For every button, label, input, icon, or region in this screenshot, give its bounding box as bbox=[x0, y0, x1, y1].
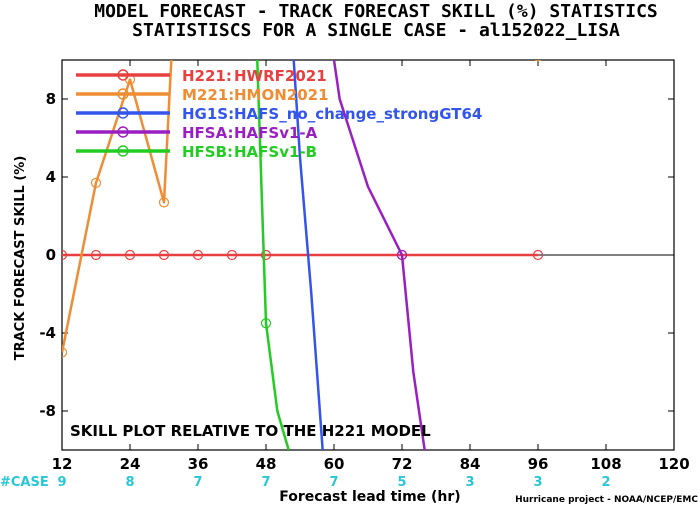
legend-label-hfsb: HAFSv1-B bbox=[234, 143, 317, 161]
x-tick-label: 48 bbox=[256, 455, 277, 473]
x-tick-label: 72 bbox=[392, 455, 413, 473]
y-axis: -8 -4 0 4 8 bbox=[39, 90, 674, 420]
data-point-m221 bbox=[158, 197, 170, 208]
legend-marker-hfsa bbox=[117, 126, 129, 138]
data-point-m221 bbox=[534, 60, 542, 62]
case-count: 3 bbox=[533, 475, 542, 490]
legend-name-h221: H221: bbox=[182, 67, 232, 85]
x-tick-label: 12 bbox=[52, 455, 73, 473]
data-point-m221 bbox=[90, 177, 102, 188]
legend-name-hg1s: HG1S: bbox=[182, 105, 234, 123]
case-count: 7 bbox=[329, 475, 338, 490]
data-point-m221 bbox=[62, 347, 68, 358]
legend-marker-h221 bbox=[117, 69, 129, 81]
data-point-h221 bbox=[90, 249, 102, 261]
legend-marker-hfsb bbox=[117, 145, 129, 157]
data-point-h221 bbox=[62, 249, 68, 261]
series-line-hg1s bbox=[292, 60, 324, 450]
y-tick-label: 4 bbox=[46, 168, 56, 186]
x-tick-label: 60 bbox=[324, 455, 345, 473]
data-point-h221 bbox=[124, 249, 136, 261]
data-point-h221 bbox=[260, 249, 272, 261]
case-count: 5 bbox=[397, 475, 406, 490]
case-count: 8 bbox=[125, 475, 134, 490]
case-count: 7 bbox=[261, 475, 270, 490]
data-point-hfsa bbox=[396, 249, 408, 261]
case-count: 3 bbox=[465, 475, 474, 490]
x-tick-label: 36 bbox=[188, 455, 209, 473]
y-tick-label: -8 bbox=[39, 402, 56, 420]
case-counts: 9 8 7 7 7 5 3 3 2 bbox=[57, 475, 610, 490]
series-line-hfsb bbox=[256, 60, 290, 450]
x-axis: 12 24 36 48 60 72 84 96 108 120 bbox=[52, 60, 690, 473]
x-axis-label: Forecast lead time (hr) bbox=[279, 489, 460, 505]
data-point-h221 bbox=[226, 249, 238, 261]
legend-label-hg1s: HAFS_no_change_strongGT64 bbox=[234, 105, 482, 123]
x-tick-label: 24 bbox=[120, 455, 141, 473]
legend-label-h221: HWRF2021 bbox=[234, 67, 327, 85]
y-axis-label: TRACK FORECAST SKILL (%) bbox=[13, 156, 28, 361]
x-tick-label: 108 bbox=[590, 455, 621, 473]
case-count: 2 bbox=[601, 475, 610, 490]
legend-marker-hg1s bbox=[117, 107, 129, 119]
case-label: #CASE bbox=[0, 475, 49, 490]
x-tick-label: 120 bbox=[658, 455, 689, 473]
legend-label-hfsa: HAFSv1-A bbox=[234, 124, 318, 142]
x-tick-label: 96 bbox=[528, 455, 549, 473]
legend-marker-m221 bbox=[117, 88, 129, 100]
legend-name-hfsb: HFSB: bbox=[182, 143, 233, 161]
legend-label-m221: HMON2021 bbox=[234, 86, 329, 104]
case-count: 7 bbox=[193, 475, 202, 490]
x-tick-label: 84 bbox=[460, 455, 481, 473]
data-point-hfsb bbox=[260, 318, 272, 329]
y-tick-label: 8 bbox=[46, 90, 56, 108]
chart-title: MODEL FORECAST - TRACK FORECAST SKILL (%… bbox=[94, 1, 658, 22]
series-layer bbox=[62, 60, 674, 450]
data-point-h221 bbox=[532, 249, 544, 261]
skill-annotation: SKILL PLOT RELATIVE TO THE H221 MODEL bbox=[70, 422, 431, 440]
y-tick-label: 0 bbox=[46, 246, 56, 264]
data-point-h221 bbox=[192, 249, 204, 261]
series-line-hfsa bbox=[332, 60, 426, 450]
credit-text: Hurricane project - NOAA/NCEP/EMC bbox=[515, 495, 698, 505]
data-point-h221 bbox=[158, 249, 170, 261]
case-count: 9 bbox=[57, 475, 66, 490]
y-tick-label: -4 bbox=[39, 324, 56, 342]
legend-name-m221: M221: bbox=[182, 86, 234, 104]
series-line-m221 bbox=[62, 60, 173, 353]
legend-name-hfsa: HFSA: bbox=[182, 124, 234, 142]
chart-subtitle: STATISTISCS FOR A SINGLE CASE - al152022… bbox=[132, 20, 620, 41]
